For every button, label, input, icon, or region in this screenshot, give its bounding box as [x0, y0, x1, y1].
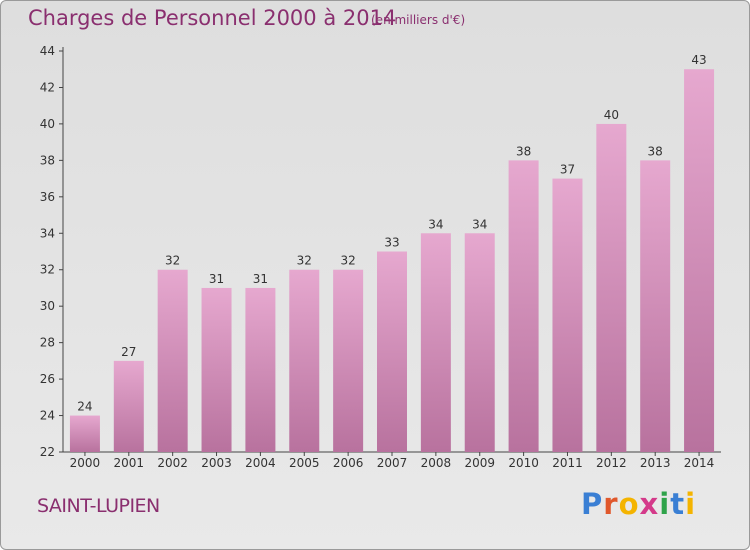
x-tick-label: 2013 — [640, 456, 671, 470]
data-label: 24 — [77, 400, 92, 414]
y-tick-label: 34 — [40, 226, 55, 240]
bar — [552, 178, 583, 452]
logo-letter: i — [685, 487, 697, 521]
x-tick-label: 2001 — [114, 456, 145, 470]
data-label: 32 — [165, 254, 180, 268]
bar — [289, 269, 320, 452]
y-tick-label: 22 — [40, 445, 55, 459]
data-label: 34 — [428, 217, 443, 231]
bar — [464, 233, 495, 452]
bar — [596, 123, 627, 452]
data-label: 32 — [340, 254, 355, 268]
proxiti-logo: Proxiti — [581, 487, 696, 521]
bar — [640, 160, 671, 452]
x-tick-label: 2012 — [596, 456, 627, 470]
bar — [684, 69, 715, 453]
x-tick-label: 2011 — [552, 456, 583, 470]
plot-area: 22 24 26 28 30 32 34 36 38 40 42 44 24 2000 27 2001 32 20… — [40, 44, 721, 470]
y-tick-label: 28 — [40, 336, 55, 350]
y-tick-label: 26 — [40, 372, 55, 386]
bar — [69, 415, 100, 452]
data-label: 38 — [648, 144, 663, 158]
y-tick-label: 24 — [40, 409, 55, 423]
logo-letter: P — [581, 487, 604, 521]
data-label: 40 — [604, 108, 619, 122]
y-tick-label: 32 — [40, 263, 55, 277]
x-tick-label: 2003 — [201, 456, 232, 470]
logo-letter: r — [603, 487, 619, 521]
x-tick-label: 2005 — [289, 456, 320, 470]
bar — [113, 360, 144, 452]
x-tick-label: 2006 — [333, 456, 364, 470]
y-tick-label: 42 — [40, 80, 55, 94]
data-label: 27 — [121, 345, 136, 359]
logo-letter: t — [670, 487, 686, 521]
x-tick-label: 2008 — [421, 456, 452, 470]
bar — [245, 287, 276, 452]
chart-title: Charges de Personnel 2000 à 2014 — [28, 6, 397, 30]
data-label: 43 — [691, 53, 706, 67]
x-tick-label: 2000 — [70, 456, 101, 470]
y-tick-label: 30 — [40, 299, 55, 313]
y-tick-label: 36 — [40, 190, 55, 204]
data-label: 31 — [209, 272, 224, 286]
logo-letter: x — [639, 487, 660, 521]
bar — [157, 269, 188, 452]
bar — [420, 233, 451, 452]
x-tick-label: 2009 — [464, 456, 495, 470]
bar — [201, 287, 232, 452]
data-label: 37 — [560, 163, 575, 177]
chart-unit: (en milliers d'€) — [371, 13, 466, 27]
logo-letter: i — [659, 487, 671, 521]
x-tick-label: 2014 — [684, 456, 715, 470]
bar — [377, 251, 407, 452]
x-tick-label: 2002 — [157, 456, 188, 470]
data-label: 34 — [472, 217, 487, 231]
x-tick-label: 2010 — [508, 456, 539, 470]
y-tick-label: 40 — [40, 117, 55, 131]
x-tick-label: 2004 — [245, 456, 276, 470]
data-label: 33 — [384, 236, 399, 250]
bar — [508, 160, 539, 452]
data-label: 32 — [297, 254, 312, 268]
logo-letter: o — [618, 487, 640, 521]
data-label: 31 — [253, 272, 268, 286]
y-tick-label: 38 — [40, 153, 55, 167]
y-tick-label: 44 — [40, 44, 55, 58]
x-tick-label: 2007 — [377, 456, 408, 470]
bar — [333, 269, 364, 452]
data-label: 38 — [516, 144, 531, 158]
place-name: SAINT-LUPIEN — [37, 495, 160, 517]
